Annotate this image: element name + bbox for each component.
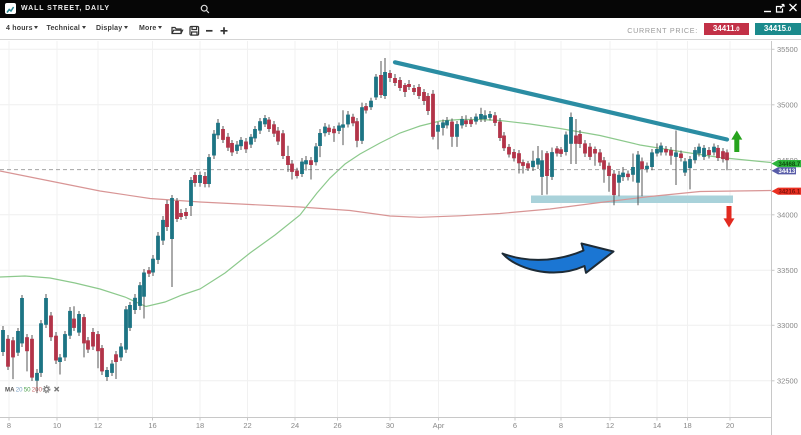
- svg-text:200: 200: [32, 386, 43, 393]
- svg-text:22: 22: [243, 421, 251, 430]
- svg-text:34468.7: 34468.7: [779, 162, 801, 168]
- svg-text:24: 24: [291, 421, 299, 430]
- svg-text:20: 20: [16, 386, 23, 393]
- svg-text:34413: 34413: [779, 169, 796, 175]
- svg-text:18: 18: [196, 421, 204, 430]
- svg-text:6: 6: [513, 421, 517, 430]
- svg-text:50: 50: [24, 386, 31, 393]
- svg-text:35000: 35000: [777, 100, 798, 109]
- svg-text:8: 8: [559, 421, 563, 430]
- svg-text:18: 18: [683, 421, 691, 430]
- svg-text:35500: 35500: [777, 45, 798, 54]
- svg-text:34000: 34000: [777, 210, 798, 219]
- svg-text:14: 14: [653, 421, 661, 430]
- svg-text:30: 30: [386, 421, 394, 430]
- svg-text:12: 12: [606, 421, 614, 430]
- svg-text:Apr: Apr: [433, 421, 445, 430]
- svg-text:8: 8: [7, 421, 11, 430]
- svg-text:32500: 32500: [777, 376, 798, 385]
- svg-text:MA: MA: [5, 386, 15, 393]
- svg-text:34216.1: 34216.1: [779, 189, 801, 195]
- svg-text:33000: 33000: [777, 321, 798, 330]
- svg-text:16: 16: [148, 421, 156, 430]
- svg-text:33500: 33500: [777, 266, 798, 275]
- svg-text:12: 12: [94, 421, 102, 430]
- svg-text:10: 10: [53, 421, 61, 430]
- svg-text:20: 20: [726, 421, 734, 430]
- svg-text:26: 26: [333, 421, 341, 430]
